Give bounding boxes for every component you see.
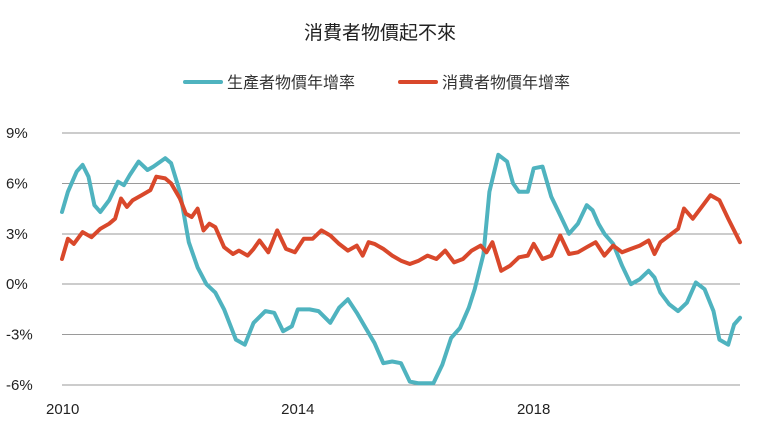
x-tick-label: 2010	[46, 401, 79, 418]
y-tick-label: -6%	[6, 377, 33, 394]
y-tick-label: -3%	[6, 327, 33, 344]
x-tick-label: 2018	[517, 401, 550, 418]
y-tick-label: 9%	[6, 125, 28, 142]
legend-label: 消費者物價年增率	[442, 73, 570, 92]
y-tick-label: 6%	[6, 175, 28, 192]
y-tick-label: 3%	[6, 226, 28, 243]
gridlines	[62, 132, 740, 386]
y-tick-label: 0%	[6, 276, 28, 293]
legend: 生產者物價年增率 消費者物價年增率	[183, 73, 570, 92]
series-line-2	[60, 174, 742, 273]
series-line-1	[60, 152, 742, 386]
series-lines	[60, 152, 742, 386]
y-axis-ticks: 9% 6% 3% 0% -3% -6%	[6, 125, 33, 394]
x-tick-label: 2014	[281, 401, 314, 418]
legend-label: 生產者物價年增率	[227, 73, 355, 92]
chart-title: 消費者物價起不來	[304, 22, 456, 44]
x-axis-ticks: 2010 2014 2018	[46, 401, 550, 418]
